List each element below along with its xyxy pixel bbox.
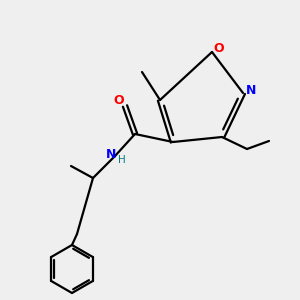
- Text: N: N: [106, 148, 116, 160]
- Text: N: N: [246, 85, 256, 98]
- Text: O: O: [114, 94, 124, 106]
- Text: O: O: [214, 41, 224, 55]
- Text: H: H: [118, 155, 126, 165]
